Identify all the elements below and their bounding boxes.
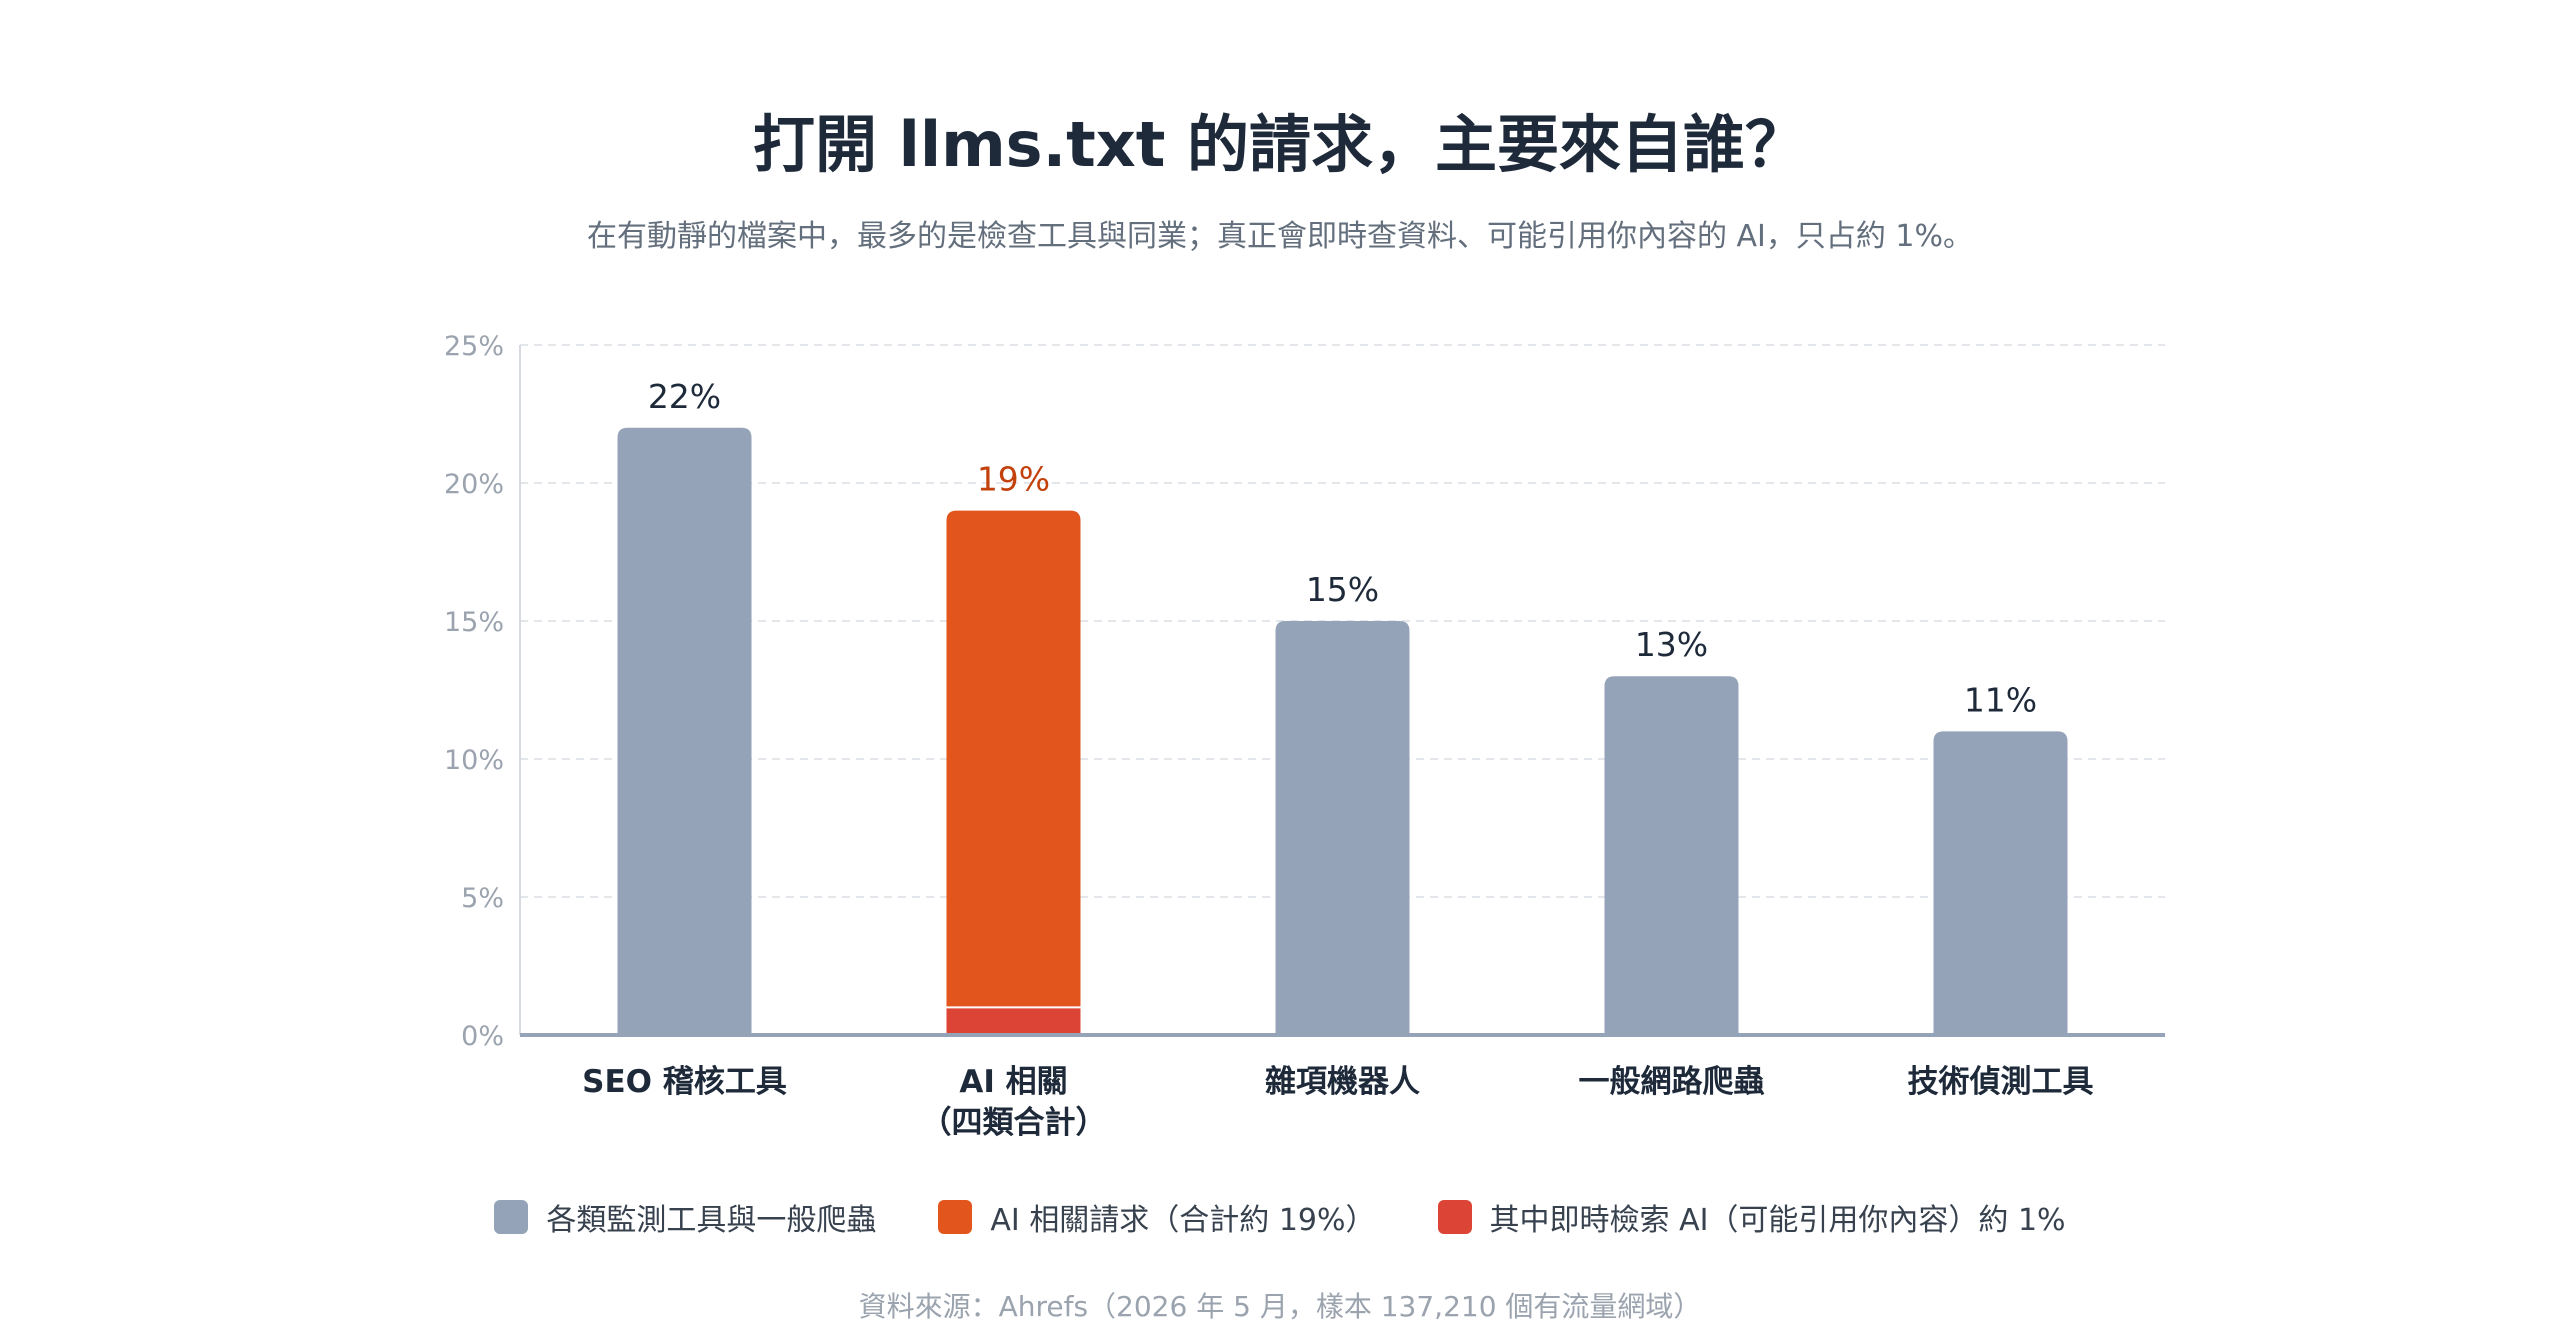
bar bbox=[946, 510, 1081, 1036]
data-label: 11% bbox=[1964, 680, 2037, 719]
legend-label: 其中即時檢索 AI（可能引用你內容）約 1% bbox=[1489, 1203, 2066, 1238]
bar bbox=[1604, 676, 1739, 1035]
x-tick-label-line2: （四類合計） bbox=[921, 1105, 1107, 1141]
source-note: 資料來源：Ahrefs（2026 年 5 月，樣本 137,210 個有流量網域… bbox=[858, 1290, 1702, 1323]
chart-title: 打開 llms.txt 的請求，主要來自誰？ bbox=[752, 108, 1807, 181]
chart-subtitle: 在有動靜的檔案中，最多的是檢查工具與同業；真正會即時查資料、可能引用你內容的 A… bbox=[586, 219, 1974, 254]
y-tick-label: 5% bbox=[461, 883, 504, 914]
bar bbox=[1275, 621, 1410, 1035]
y-tick-label: 10% bbox=[444, 745, 504, 776]
x-tick-label: 一般網路爬蟲 bbox=[1579, 1064, 1765, 1100]
data-label: 13% bbox=[1635, 625, 1708, 664]
legend-swatch-red bbox=[1437, 1200, 1472, 1234]
bar bbox=[617, 427, 752, 1035]
y-tick-label: 20% bbox=[444, 469, 504, 500]
x-tick-label: 雜項機器人 bbox=[1265, 1064, 1420, 1100]
bar-segment-realtime-ai bbox=[946, 1007, 1081, 1035]
y-tick-label: 0% bbox=[461, 1021, 504, 1052]
data-label: 19% bbox=[977, 460, 1050, 499]
legend-swatch-gray bbox=[494, 1200, 529, 1234]
data-label: 22% bbox=[648, 377, 721, 416]
y-tick-label: 25% bbox=[444, 331, 504, 362]
legend-label: AI 相關請求（合計約 19%） bbox=[990, 1203, 1376, 1238]
legend-label: 各類監測工具與一般爬蟲 bbox=[546, 1203, 877, 1238]
data-label: 15% bbox=[1306, 570, 1379, 609]
x-tick-label: 技術偵測工具 bbox=[1908, 1064, 2094, 1100]
x-tick-label: SEO 稽核工具 bbox=[582, 1064, 787, 1100]
legend-swatch-orange bbox=[938, 1200, 973, 1234]
legend: 各類監測工具與一般爬蟲 AI 相關請求（合計約 19%） 其中即時檢索 AI（可… bbox=[0, 1195, 2560, 1239]
x-tick-label: AI 相關 bbox=[959, 1064, 1067, 1100]
y-tick-label: 15% bbox=[444, 607, 504, 638]
legend-item-realtime-ai: 其中即時檢索 AI（可能引用你內容）約 1% bbox=[1437, 1195, 2066, 1239]
legend-item-ai: AI 相關請求（合計約 19%） bbox=[938, 1195, 1376, 1239]
bar bbox=[1933, 731, 2068, 1035]
legend-item-monitoring: 各類監測工具與一般爬蟲 bbox=[494, 1195, 876, 1239]
